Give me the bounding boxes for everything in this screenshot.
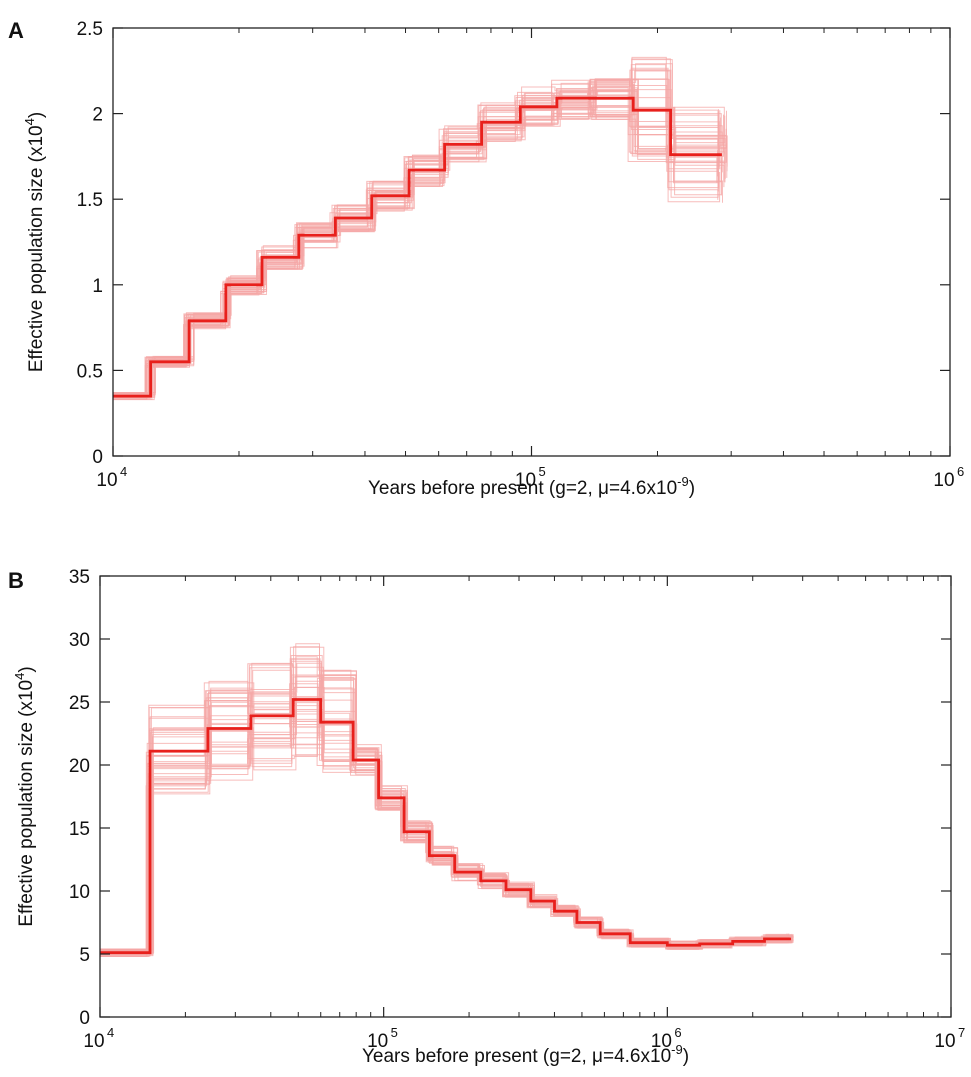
- bootstrap-line: [100, 662, 788, 954]
- y-axis-title-sup: 4: [22, 118, 37, 125]
- y-tick-label: 1: [92, 276, 103, 297]
- bootstrap-line: [100, 674, 789, 951]
- bootstrap-replicates: [113, 56, 728, 401]
- y-axis-title-sup: 4: [12, 673, 27, 680]
- y-axis-title-close: ): [16, 666, 37, 672]
- bootstrap-line: [100, 646, 791, 957]
- bootstrap-line: [100, 662, 792, 950]
- x-tick-exponent: 7: [958, 1025, 965, 1040]
- main-series-line: [100, 698, 792, 955]
- bootstrap-line: [100, 656, 792, 955]
- x-tick-label: 10: [933, 470, 954, 491]
- bootstrap-line: [100, 703, 790, 957]
- bootstrap-line: [100, 679, 793, 951]
- x-tick-exponent: 6: [957, 464, 964, 479]
- bootstrap-line: [113, 104, 718, 398]
- bootstrap-line: [113, 92, 719, 394]
- bootstrap-line: [100, 675, 788, 952]
- bootstrap-line: [100, 710, 790, 952]
- x-axis-title-sup: -9: [677, 474, 689, 489]
- bootstrap-line: [113, 79, 719, 399]
- bootstrap-line: [100, 687, 790, 951]
- y-axis-title-close: ): [26, 112, 47, 118]
- x-tick-label: 10: [515, 470, 536, 491]
- x-tick-exponent: 4: [107, 1025, 114, 1040]
- y-tick-label: 0.5: [77, 361, 103, 382]
- bootstrap-line: [100, 658, 789, 953]
- x-tick-exponent: 5: [539, 464, 546, 479]
- y-tick-label: 10: [69, 882, 90, 903]
- y-tick-label: 5: [79, 945, 90, 966]
- y-tick-label: 1.5: [77, 190, 103, 211]
- bootstrap-line: [113, 69, 722, 396]
- x-tick-label: 10: [934, 1031, 955, 1052]
- x-axis-title-close: ): [689, 478, 695, 499]
- bootstrap-line: [113, 91, 719, 400]
- y-axis-title-text: Effective population size (x10: [16, 680, 37, 927]
- bootstrap-line: [100, 667, 791, 957]
- bootstrap-line: [100, 680, 787, 952]
- bootstrap-line: [113, 59, 719, 396]
- y-tick-label: 15: [69, 819, 90, 840]
- bootstrap-replicates: [100, 643, 794, 957]
- bootstrap-line: [100, 702, 790, 953]
- x-axis-title: Years before present (g=2, μ=4.6x10-9): [368, 474, 695, 499]
- bootstrap-line: [100, 709, 788, 957]
- main-series-line: [113, 96, 722, 398]
- bootstrap-line: [100, 670, 793, 951]
- y-axis-title-text: Effective population size (x10: [26, 125, 47, 372]
- bootstrap-line: [100, 696, 792, 955]
- bootstrap-line: [113, 82, 724, 399]
- y-tick-label: 2.5: [77, 19, 103, 40]
- panel-a-label: A: [8, 18, 24, 43]
- y-tick-label: 25: [69, 693, 90, 714]
- y-tick-label: 0: [79, 1008, 90, 1029]
- bootstrap-line: [113, 58, 719, 397]
- bootstrap-line: [113, 102, 722, 396]
- y-tick-label: 2: [92, 105, 103, 126]
- y-tick-label: 35: [69, 567, 90, 588]
- bootstrap-line: [113, 86, 719, 395]
- y-tick-label: 0: [92, 447, 103, 468]
- bootstrap-line: [100, 643, 793, 955]
- x-tick-label: 10: [83, 1031, 104, 1052]
- x-axis-title-sup: -9: [671, 1042, 683, 1057]
- x-tick-label: 10: [96, 470, 117, 491]
- bootstrap-line: [113, 86, 726, 398]
- y-axis-title: Effective population size (x104): [22, 112, 47, 372]
- x-axis-title-text: Years before present (g=2, μ=4.6x10: [368, 478, 677, 499]
- bootstrap-line: [113, 79, 719, 398]
- x-axis-title-close: ): [683, 1046, 689, 1067]
- y-axis-title: Effective population size (x104): [12, 666, 37, 926]
- bootstrap-line: [113, 78, 718, 395]
- bootstrap-line: [113, 78, 721, 398]
- x-axis-title: Years before present (g=2, μ=4.6x10-9): [362, 1042, 689, 1067]
- bootstrap-line: [100, 686, 789, 952]
- bootstrap-line: [100, 677, 788, 953]
- bootstrap-line: [113, 90, 728, 395]
- y-tick-label: 20: [69, 756, 90, 777]
- x-tick-label: 10: [367, 1031, 388, 1052]
- bootstrap-line: [100, 717, 793, 953]
- x-axis-title-text: Years before present (g=2, μ=4.6x10: [362, 1046, 671, 1067]
- bootstrap-line: [100, 655, 792, 952]
- bootstrap-line: [113, 97, 726, 396]
- x-tick-exponent: 6: [674, 1025, 681, 1040]
- bootstrap-line: [100, 658, 790, 955]
- plot-frame: [99, 575, 952, 1018]
- x-tick-label: 10: [651, 1031, 672, 1052]
- x-tick-exponent: 5: [391, 1025, 398, 1040]
- x-tick-exponent: 4: [120, 464, 127, 479]
- bootstrap-line: [113, 63, 726, 394]
- y-tick-label: 30: [69, 630, 90, 651]
- bootstrap-line: [113, 97, 720, 394]
- panel-b-label: B: [8, 568, 24, 593]
